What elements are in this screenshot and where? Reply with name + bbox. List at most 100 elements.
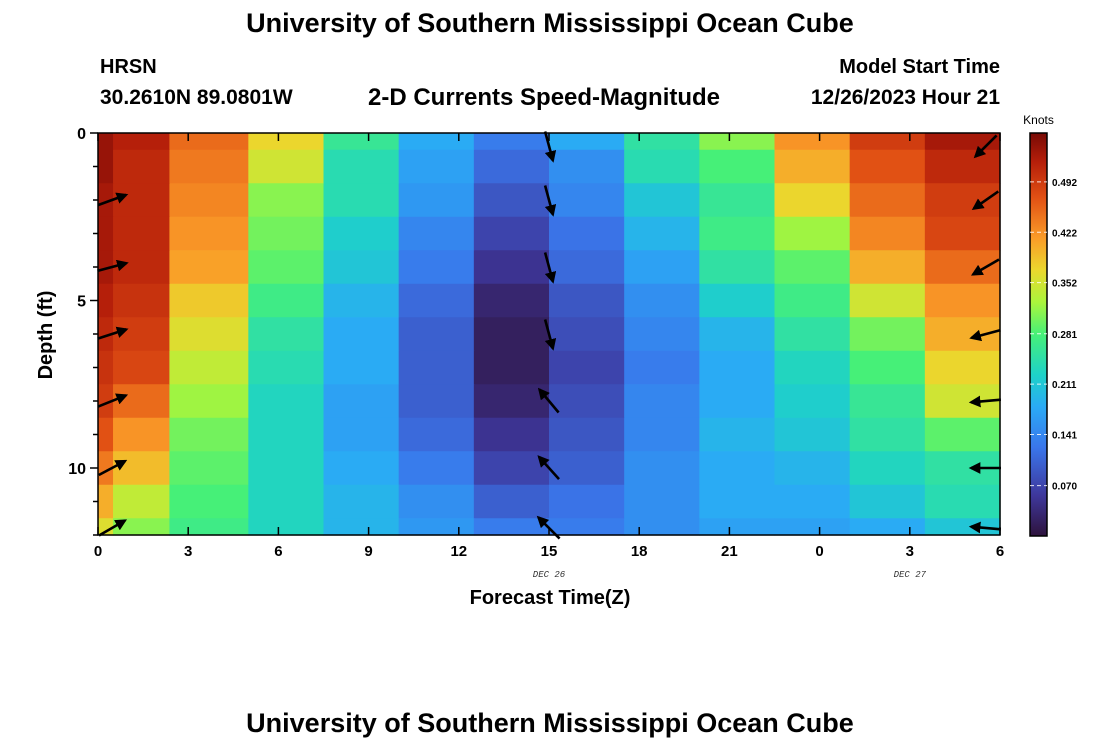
- x-tick-label: 0: [94, 543, 102, 560]
- heat-cell: [549, 149, 625, 184]
- current-vector-arrow: [98, 519, 128, 537]
- heat-cell: [699, 133, 776, 151]
- heat-cell: [473, 384, 550, 419]
- heat-cell: [774, 451, 851, 486]
- heat-cell: [849, 149, 926, 184]
- footer-title: University of Southern Mississippi Ocean…: [246, 708, 854, 738]
- heat-cell: [849, 350, 926, 385]
- heat-cell: [549, 350, 625, 385]
- heat-cell: [398, 317, 475, 352]
- page-title: University of Southern Mississippi Ocean…: [246, 8, 854, 38]
- heat-cell: [473, 451, 550, 486]
- heatmap-cells: [98, 133, 1001, 536]
- heat-cell: [774, 518, 851, 536]
- x-tick-label: 21: [721, 543, 738, 560]
- heat-cell: [849, 518, 926, 536]
- heat-cell: [699, 250, 776, 285]
- heat-cell: [323, 283, 400, 318]
- heat-cell: [98, 133, 114, 151]
- heat-cell: [398, 417, 475, 452]
- heat-cell: [248, 317, 325, 352]
- heat-cell: [113, 317, 171, 352]
- heat-cell: [473, 518, 550, 536]
- heat-cell: [398, 283, 475, 318]
- heat-cell: [323, 417, 400, 452]
- heat-cell: [699, 350, 776, 385]
- heat-cell: [549, 518, 625, 536]
- heat-cell: [248, 350, 325, 385]
- current-vector-arrow: [968, 395, 1002, 408]
- heat-cell: [98, 183, 114, 218]
- heat-cell: [398, 451, 475, 486]
- heat-cell: [624, 133, 700, 151]
- current-vector-arrow: [973, 134, 998, 159]
- colorbar-scale: [1029, 132, 1048, 537]
- heat-cell: [248, 384, 325, 419]
- heat-cell: [473, 417, 550, 452]
- x-tick-label: 18: [631, 543, 648, 560]
- heat-cell: [624, 283, 700, 318]
- heat-cell: [248, 183, 325, 218]
- heat-cell: [549, 283, 625, 318]
- heat-cell: [924, 183, 1001, 218]
- y-axis-label: Depth (ft): [35, 291, 57, 380]
- heat-cell: [323, 317, 400, 352]
- heat-cell: [699, 149, 776, 184]
- heat-cell: [624, 350, 700, 385]
- heat-cell: [624, 250, 700, 285]
- heat-cell: [549, 183, 625, 218]
- heat-cell: [113, 283, 171, 318]
- heat-cell: [549, 317, 625, 352]
- heat-cell: [169, 250, 249, 285]
- heat-cell: [98, 417, 114, 452]
- x-axis-label: Forecast Time(Z): [470, 587, 631, 609]
- heat-cell: [774, 484, 851, 519]
- heat-cell: [398, 484, 475, 519]
- y-tick-label: 0: [77, 126, 86, 143]
- heat-cell: [624, 484, 700, 519]
- heat-cell: [473, 484, 550, 519]
- heat-cell: [624, 417, 700, 452]
- current-vector-arrow: [537, 387, 560, 414]
- y-tick-label: 5: [77, 294, 86, 311]
- x-tick-label: 15: [541, 543, 558, 560]
- current-vector-arrow: [97, 326, 129, 340]
- current-vector-arrow: [543, 252, 557, 284]
- x-tick-label: 9: [364, 543, 372, 560]
- heat-cell: [323, 451, 400, 486]
- heat-cell: [774, 133, 851, 151]
- heat-cell: [169, 350, 249, 385]
- current-vector-arrow: [543, 185, 557, 217]
- heat-cell: [699, 283, 776, 318]
- heat-cell: [248, 451, 325, 486]
- heat-cell: [849, 283, 926, 318]
- heat-cell: [169, 216, 249, 251]
- heat-cell: [699, 451, 776, 486]
- heat-cell: [323, 216, 400, 251]
- current-vector-arrow: [98, 459, 128, 477]
- heat-cell: [169, 149, 249, 184]
- heat-cell: [248, 283, 325, 318]
- heat-cell: [113, 216, 171, 251]
- heat-cell: [924, 250, 1001, 285]
- x-date-label: DEC 27: [894, 570, 927, 580]
- heat-cell: [473, 250, 550, 285]
- heat-cell: [398, 518, 475, 536]
- current-vector-arrow: [971, 190, 1000, 210]
- heat-cell: [98, 484, 114, 519]
- heat-cell: [473, 183, 550, 218]
- heat-cell: [549, 417, 625, 452]
- heat-cell: [323, 384, 400, 419]
- heat-cell: [624, 384, 700, 419]
- heat-cell: [774, 216, 851, 251]
- heat-cell: [323, 133, 400, 151]
- heat-cell: [549, 451, 625, 486]
- heat-cell: [248, 518, 325, 536]
- heat-cell: [169, 417, 249, 452]
- heat-cell: [549, 384, 625, 419]
- y-tick-label: 10: [68, 461, 86, 478]
- heat-cell: [624, 149, 700, 184]
- heat-cell: [113, 484, 171, 519]
- current-vector-arrow: [97, 192, 129, 207]
- heat-cell: [169, 183, 249, 218]
